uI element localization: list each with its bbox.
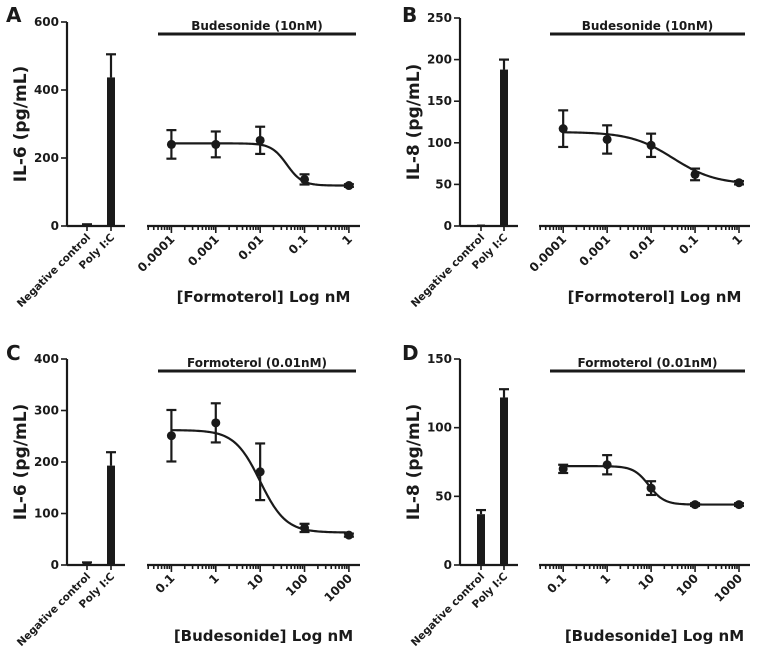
data-point: [344, 530, 354, 540]
data-point: [558, 124, 568, 134]
panel-letter: C: [6, 341, 21, 365]
y-tick-label: 0: [444, 558, 452, 572]
dose-x-tick-label: 0.1: [286, 232, 311, 257]
data-point: [734, 178, 744, 188]
y-tick-label: 200: [34, 151, 59, 165]
y-tick-label: 200: [34, 455, 59, 469]
dose-x-tick-label: 0.0001: [135, 232, 178, 275]
treatment-label: Budesonide (10nM): [582, 19, 714, 33]
dose-x-tick-label: 1000: [322, 571, 356, 605]
treatment-label: Budesonide (10nM): [191, 19, 323, 33]
dose-x-tick-label: 100: [674, 571, 702, 599]
data-point: [255, 467, 265, 477]
bar: [107, 77, 115, 226]
bar-category-label: Negative control: [409, 571, 487, 649]
data-point: [602, 134, 612, 144]
bar: [500, 69, 508, 226]
x-axis-label: [Budesonide] Log nM: [565, 627, 744, 645]
dose-x-tick-label: 0.001: [577, 232, 614, 269]
y-tick-label: 150: [427, 94, 452, 108]
y-tick-label: 250: [427, 11, 452, 25]
panel-letter: A: [6, 3, 22, 27]
dose-x-tick-label: 1: [729, 232, 745, 248]
y-axis-label: IL-6 (pg/mL): [11, 66, 31, 183]
dose-x-tick-label: 0.001: [185, 232, 222, 269]
dose-x-tick-label: 0.01: [626, 232, 657, 263]
data-point: [558, 464, 568, 474]
dose-x-tick-label: 0.1: [153, 571, 178, 596]
data-point: [690, 169, 700, 179]
data-point: [344, 181, 354, 191]
y-tick-label: 600: [34, 15, 59, 29]
data-point: [211, 139, 221, 149]
treatment-label: Formoterol (0.01nM): [187, 356, 327, 370]
dose-x-tick-label: 10: [636, 571, 658, 593]
y-tick-label: 400: [34, 83, 59, 97]
y-tick-label: 0: [51, 219, 59, 233]
dose-x-tick-label: 1000: [712, 571, 746, 605]
bar: [500, 397, 508, 565]
y-tick-label: 200: [427, 53, 452, 67]
y-tick-label: 50: [435, 177, 452, 191]
bar-category-label: Negative control: [15, 571, 93, 649]
bar: [83, 563, 91, 565]
dose-x-tick-label: 1: [339, 232, 355, 248]
panel-letter: B: [402, 3, 417, 27]
dose-x-tick-label: 0.1: [544, 571, 569, 596]
data-point: [690, 500, 700, 510]
y-axis-label: IL-8 (pg/mL): [404, 64, 424, 181]
data-point: [646, 140, 656, 150]
data-point: [255, 135, 265, 145]
data-point: [300, 174, 310, 184]
y-tick-label: 100: [427, 136, 452, 150]
data-point: [734, 500, 744, 510]
bar-category-label: Negative control: [15, 232, 93, 310]
dose-x-tick-label: 0.01: [235, 232, 266, 263]
y-tick-label: 100: [34, 507, 59, 521]
data-point: [166, 139, 176, 149]
y-tick-label: 300: [34, 404, 59, 418]
y-tick-label: 0: [51, 558, 59, 572]
x-axis-label: [Formoterol] Log nM: [177, 288, 351, 306]
panel-letter: D: [402, 341, 419, 365]
dose-x-tick-label: 1: [597, 571, 613, 587]
dose-x-tick-label: 100: [283, 571, 311, 599]
x-axis-label: [Formoterol] Log nM: [568, 288, 742, 306]
bar: [107, 465, 115, 565]
bar: [477, 514, 485, 565]
y-axis-label: IL-8 (pg/mL): [404, 404, 424, 521]
y-tick-label: 0: [444, 219, 452, 233]
y-tick-label: 150: [427, 352, 452, 366]
y-tick-label: 50: [435, 489, 452, 503]
x-axis-label: [Budesonide] Log nM: [174, 627, 353, 645]
y-axis-label: IL-6 (pg/mL): [11, 404, 31, 521]
dose-x-tick-label: 1: [206, 571, 222, 587]
y-tick-label: 100: [427, 421, 452, 435]
data-point: [166, 431, 176, 441]
data-point: [211, 418, 221, 428]
data-point: [602, 460, 612, 470]
dose-x-tick-label: 0.1: [676, 232, 701, 257]
y-tick-label: 400: [34, 352, 59, 366]
treatment-label: Formoterol (0.01nM): [577, 356, 717, 370]
bar: [477, 224, 485, 226]
bar-category-label: Negative control: [409, 232, 487, 310]
data-point: [646, 483, 656, 493]
dose-x-tick-label: 0.0001: [527, 232, 570, 275]
dose-x-tick-label: 10: [245, 571, 267, 593]
data-point: [300, 523, 310, 533]
